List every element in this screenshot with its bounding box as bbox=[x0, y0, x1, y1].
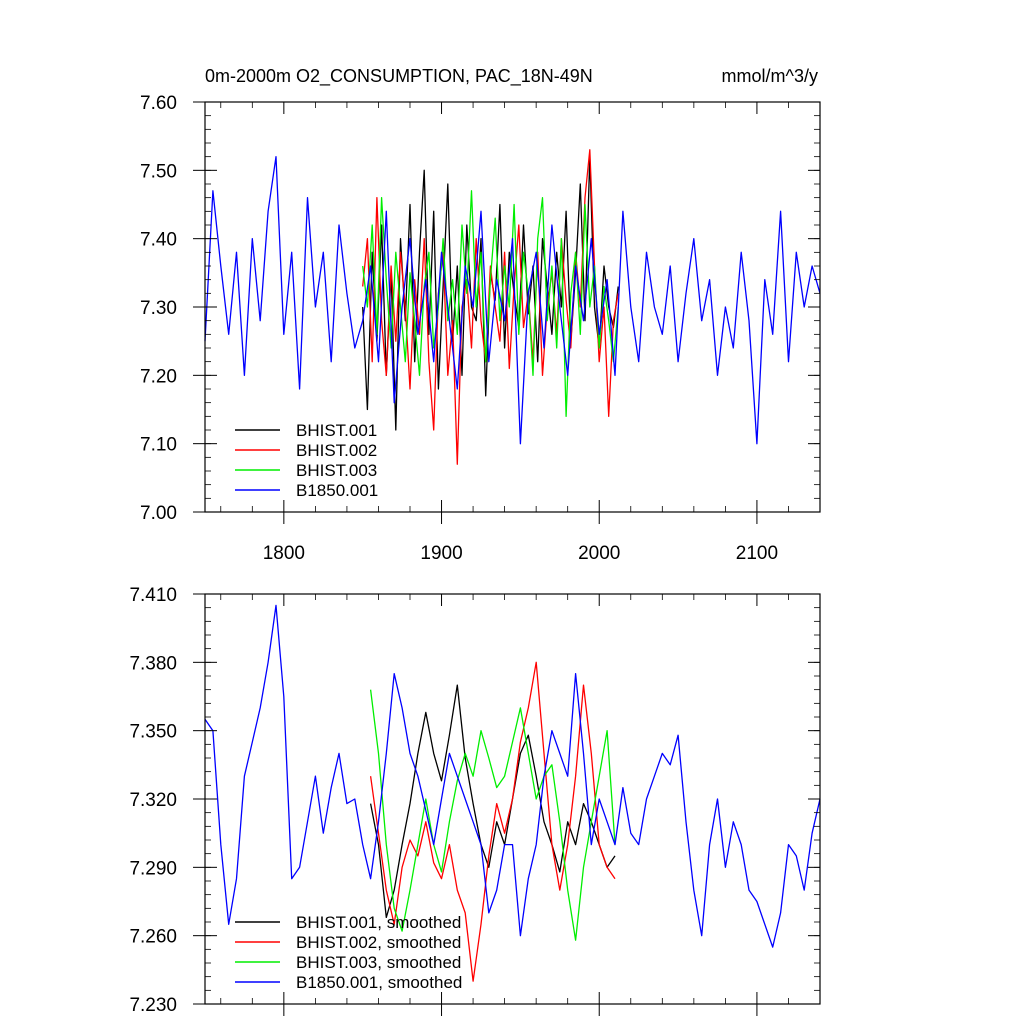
top-series-lines bbox=[204, 149, 821, 465]
top-y-tick-label-2: 7.20 bbox=[140, 366, 177, 387]
top-legend-label-1: BHIST.002 bbox=[296, 441, 377, 460]
bottom-panel: 7.230 7.260 7.290 7.320 7.350 7.380 7.410 BHIS… bbox=[129, 585, 821, 1016]
bottom-series-line-1 bbox=[369, 661, 616, 982]
bottom-series-lines bbox=[204, 604, 821, 982]
bottom-axis-ticks: 7.230 7.260 7.290 7.320 7.350 7.380 7.410 bbox=[129, 585, 821, 1016]
top-x-tick-label-3: 2100 bbox=[736, 543, 778, 564]
top-y-tick-label-5: 7.50 bbox=[140, 161, 177, 182]
top-panel: 0m-2000m O2_CONSUMPTION, PAC_18N-49N mmo… bbox=[140, 66, 821, 564]
bottom-y-tick-label-3: 7.320 bbox=[129, 790, 177, 811]
bottom-y-tick-label-4: 7.350 bbox=[129, 722, 177, 743]
top-series-line-3 bbox=[204, 156, 821, 445]
bottom-y-tick-label-5: 7.380 bbox=[129, 653, 177, 674]
bottom-series-line-3 bbox=[204, 604, 821, 948]
bottom-legend-label-1: BHIST.002, smoothed bbox=[296, 933, 461, 952]
chart-units: mmol/m^3/y bbox=[722, 66, 818, 86]
bottom-series-line-2 bbox=[369, 689, 616, 941]
top-legend-label-3: B1850.001 bbox=[296, 481, 378, 500]
top-y-tick-label-1: 7.10 bbox=[140, 435, 177, 456]
bottom-y-tick-label-2: 7.290 bbox=[129, 858, 177, 879]
top-y-tick-label-3: 7.30 bbox=[140, 298, 177, 319]
top-series-line-2 bbox=[362, 190, 619, 417]
bottom-legend-label-2: BHIST.003, smoothed bbox=[296, 953, 461, 972]
top-y-tick-label-6: 7.60 bbox=[140, 93, 177, 114]
top-legend-label-2: BHIST.003 bbox=[296, 461, 377, 480]
bottom-y-tick-label-6: 7.410 bbox=[129, 585, 177, 606]
top-legend-label-0: BHIST.001 bbox=[296, 421, 377, 440]
bottom-legend-label-0: BHIST.001, smoothed bbox=[296, 913, 461, 932]
top-y-tick-label-0: 7.00 bbox=[140, 503, 177, 524]
bottom-legend-label-3: B1850.001, smoothed bbox=[296, 973, 462, 992]
top-x-tick-label-2: 2000 bbox=[578, 543, 620, 564]
top-x-tick-label-1: 1900 bbox=[420, 543, 462, 564]
bottom-y-tick-label-1: 7.260 bbox=[129, 927, 177, 948]
top-y-tick-label-4: 7.40 bbox=[140, 230, 177, 251]
bottom-y-tick-label-0: 7.230 bbox=[129, 995, 177, 1016]
top-axis-ticks: 7.00 7.10 7.20 7.30 7.40 7.50 7.60 1800 1900 2000… bbox=[140, 93, 821, 564]
bottom-series-line-0 bbox=[369, 684, 616, 919]
chart-title: 0m-2000m O2_CONSUMPTION, PAC_18N-49N bbox=[205, 66, 593, 87]
top-x-tick-label-0: 1800 bbox=[263, 543, 305, 564]
